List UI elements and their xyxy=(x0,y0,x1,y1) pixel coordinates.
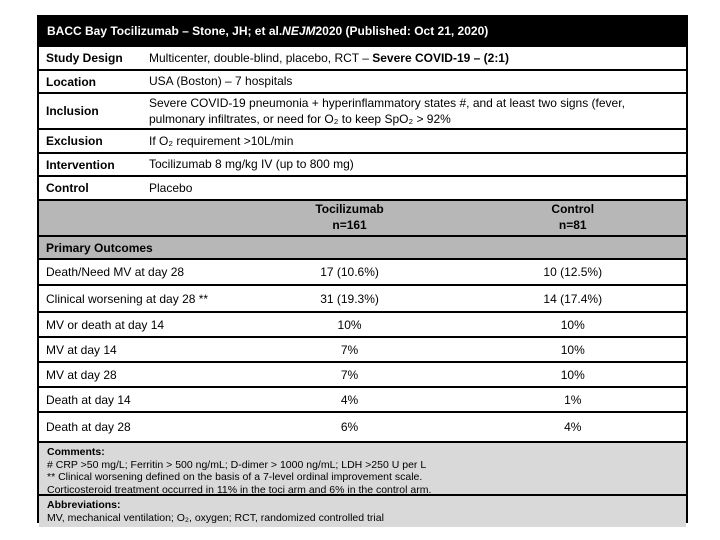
info-row-intervention: Intervention Tocilizumab 8 mg/kg IV (up … xyxy=(39,152,686,175)
outcomes-column-header: Tocilizumab n=161 Control n=81 xyxy=(39,199,686,235)
info-row-location: Location USA (Boston) – 7 hospitals xyxy=(39,69,686,92)
journal-name: NEJM xyxy=(282,24,316,38)
outcome-row-death-day14: Death at day 14 4% 1% xyxy=(39,386,686,411)
arm-n: n=81 xyxy=(558,218,587,232)
outcome-toci-value: 7% xyxy=(340,342,359,357)
column-header-tocilizumab: Tocilizumab n=161 xyxy=(240,201,460,235)
row-value: Multicenter, double-blind, placebo, RCT … xyxy=(149,50,686,66)
outcome-row-mv-day28: MV at day 28 7% 10% xyxy=(39,361,686,386)
comment-line: ** Clinical worsening defined on the bas… xyxy=(47,471,423,483)
row-label: Exclusion xyxy=(46,134,103,148)
row-value: USA (Boston) – 7 hospitals xyxy=(149,74,293,89)
comment-line: # CRP >50 mg/L; Ferritin > 500 ng/mL; D-… xyxy=(47,458,427,471)
outcome-label: Death at day 28 xyxy=(46,420,131,434)
abbreviations-section: Abbreviations: MV, mechanical ventilatio… xyxy=(39,494,686,527)
outcome-control-value: 14 (17.4%) xyxy=(543,291,603,306)
comment-line: Corticosteroid treatment occurred in 11%… xyxy=(47,483,432,496)
info-row-study-design: Study Design Multicenter, double-blind, … xyxy=(39,45,686,69)
primary-outcomes-label: Primary Outcomes xyxy=(46,240,153,255)
outcome-label: Clinical worsening at day 28 ** xyxy=(46,291,209,306)
outcome-control-value: 10% xyxy=(560,342,585,357)
value-text-bold: Severe COVID-19 – (2:1) xyxy=(372,50,509,65)
outcome-row-death-day28: Death at day 28 6% 4% xyxy=(39,411,686,441)
outcome-label: Death/Need MV at day 28 xyxy=(46,265,185,279)
info-row-control: Control Placebo xyxy=(39,175,686,199)
outcome-control-value: 4% xyxy=(564,420,582,434)
outcome-row-death-need-mv-day28: Death/Need MV at day 28 17 (10.6%) 10 (1… xyxy=(39,258,686,284)
outcome-label: MV or death at day 14 xyxy=(46,317,165,332)
row-value: Severe COVID-19 pneumonia + hyperinflamm… xyxy=(149,95,625,126)
outcome-toci-value: 31 (19.3%) xyxy=(320,291,379,306)
row-label: Intervention xyxy=(46,157,115,172)
abbreviations-heading: Abbreviations: xyxy=(47,499,121,511)
outcome-row-mv-or-death-day14: MV or death at day 14 10% 10% xyxy=(39,311,686,336)
row-value: Tocilizumab 8 mg/kg IV (up to 800 mg) xyxy=(149,157,354,172)
arm-n: n=161 xyxy=(332,218,367,232)
row-label: Inclusion xyxy=(46,104,99,118)
outcome-toci-value: 7% xyxy=(340,367,359,382)
arm-name: Control xyxy=(551,202,595,217)
outcome-label: MV at day 28 xyxy=(46,367,117,382)
outcome-toci-value: 10% xyxy=(337,317,362,332)
outcome-row-clinical-worsening-day28: Clinical worsening at day 28 ** 31 (19.3… xyxy=(39,284,686,311)
arm-name: Tocilizumab xyxy=(315,202,384,217)
info-row-inclusion: Inclusion Severe COVID-19 pneumonia + hy… xyxy=(39,92,686,128)
row-label: Study Design xyxy=(46,51,123,65)
outcome-control-value: 1% xyxy=(564,392,582,407)
comments-section: Comments: # CRP >50 mg/L; Ferritin > 500… xyxy=(39,441,686,496)
outcome-toci-value: 4% xyxy=(340,392,359,407)
outcome-row-mv-day14: MV at day 14 7% 10% xyxy=(39,336,686,361)
outcome-label: Death at day 14 xyxy=(46,392,131,407)
info-row-exclusion: Exclusion If O₂ requirement >10L/min xyxy=(39,128,686,152)
study-summary-table: BACC Bay Tocilizumab – Stone, JH; et al.… xyxy=(37,15,688,527)
row-value: If O₂ requirement >10L/min xyxy=(149,133,294,148)
column-header-spacer xyxy=(39,201,240,235)
primary-outcomes-band: Primary Outcomes xyxy=(39,235,686,258)
row-value: Placebo xyxy=(149,180,193,195)
table-title-bar: BACC Bay Tocilizumab – Stone, JH; et al.… xyxy=(39,17,686,45)
outcome-control-value: 10 (12.5%) xyxy=(543,265,603,279)
title-suffix: 2020 (Published: Oct 21, 2020) xyxy=(315,24,489,38)
outcome-control-value: 10% xyxy=(560,317,585,332)
outcome-toci-value: 17 (10.6%) xyxy=(320,265,379,279)
outcome-label: MV at day 14 xyxy=(46,342,117,357)
value-text: Multicenter, double-blind, placebo, RCT … xyxy=(149,50,373,65)
row-label: Location xyxy=(46,74,96,89)
comments-heading: Comments: xyxy=(47,446,105,458)
abbreviations-line: MV, mechanical ventilation; O₂, oxygen; … xyxy=(47,511,384,524)
title-prefix: BACC Bay Tocilizumab – Stone, JH; et al. xyxy=(47,24,283,38)
outcome-control-value: 10% xyxy=(560,367,585,382)
outcome-toci-value: 6% xyxy=(340,420,359,434)
row-label: Control xyxy=(46,181,89,195)
column-header-control: Control n=81 xyxy=(460,201,686,235)
